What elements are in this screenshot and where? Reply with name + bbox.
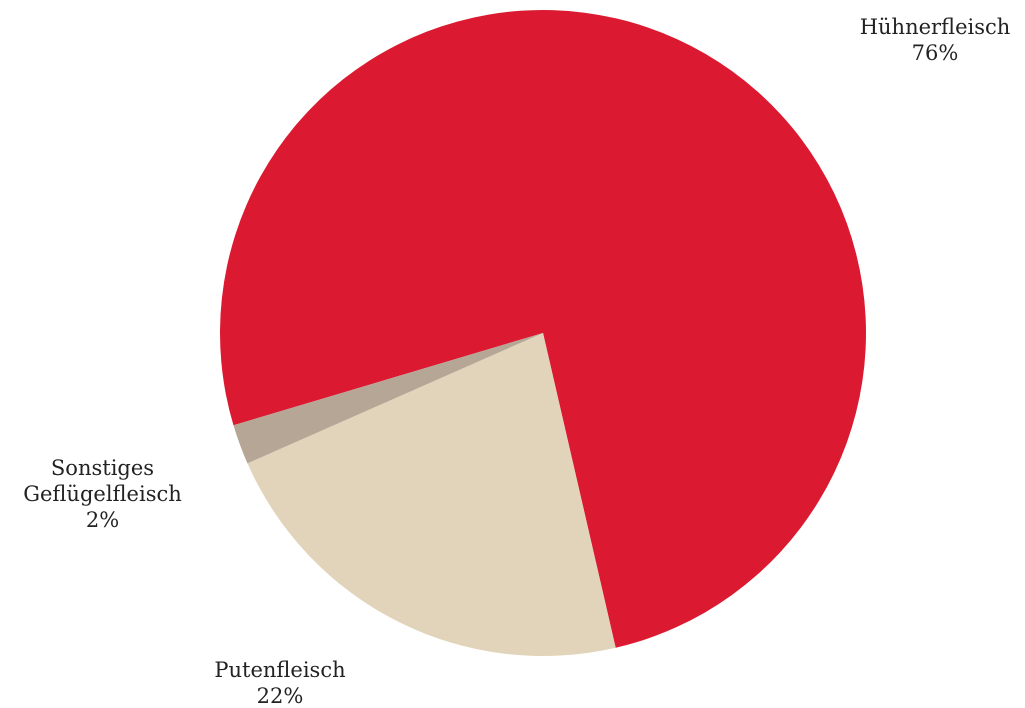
label-huehnerfleisch-name: Hühnerfleisch bbox=[859, 15, 1011, 39]
label-sonstiges: Sonstiges Geflügelfleisch 2% bbox=[0, 455, 205, 533]
label-sonstiges-line1: Sonstiges bbox=[50, 456, 155, 480]
slice-putenfleisch bbox=[247, 333, 616, 656]
label-huehnerfleisch-value: 76% bbox=[911, 41, 959, 65]
slice-huehnerfleisch bbox=[219, 10, 866, 648]
label-sonstiges-line2: Geflügelfleisch bbox=[23, 482, 182, 506]
slice-sonstiges bbox=[233, 333, 544, 464]
label-putenfleisch: Putenfleisch 22% bbox=[180, 657, 380, 708]
label-putenfleisch-name: Putenfleisch bbox=[214, 658, 346, 682]
label-sonstiges-value: 2% bbox=[85, 508, 120, 532]
label-huehnerfleisch: Hühnerfleisch 76% bbox=[835, 14, 1025, 66]
label-putenfleisch-value: 22% bbox=[256, 684, 304, 708]
